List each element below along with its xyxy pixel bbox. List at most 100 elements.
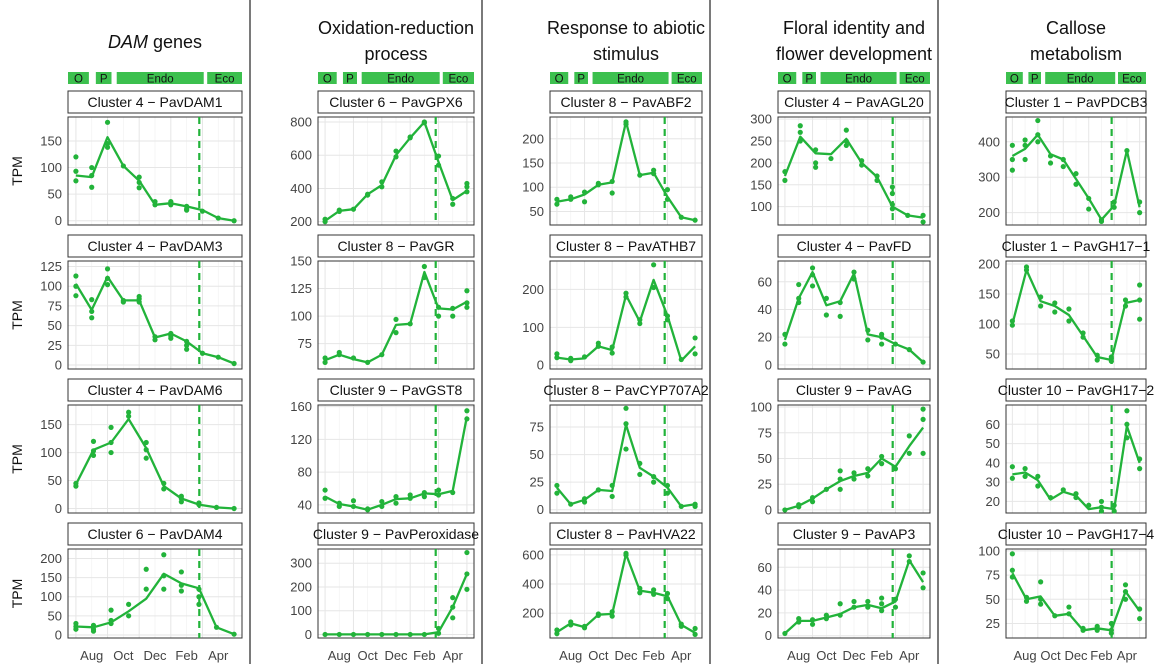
data-point	[678, 623, 684, 629]
data-point	[920, 570, 926, 576]
panel-strip	[1005, 234, 1147, 258]
data-point	[651, 591, 657, 597]
data-point	[609, 613, 615, 619]
data-point	[178, 499, 184, 505]
x-tick-label: Oct	[113, 648, 134, 663]
data-point	[1073, 171, 1079, 177]
phase-segment	[68, 72, 89, 84]
data-point	[595, 487, 601, 493]
panel-label: Cluster 4 − PavDAM6	[88, 382, 223, 398]
y-tick-label: 200	[978, 205, 1000, 220]
panel-border	[67, 548, 243, 639]
phase-segment	[574, 72, 588, 84]
series-line	[784, 426, 925, 512]
data-point	[1035, 483, 1041, 489]
phase-segment	[778, 72, 797, 84]
data-point	[1052, 309, 1058, 315]
data-point	[920, 212, 926, 218]
phase-label: Eco	[677, 74, 697, 86]
panel: Cluster 4 − PavFD 0 20 40 60	[758, 234, 931, 372]
data-point	[1052, 300, 1058, 306]
data-point	[879, 461, 885, 467]
data-point	[920, 416, 926, 422]
data-point	[892, 341, 899, 347]
data-point	[1124, 435, 1130, 441]
data-point	[782, 630, 788, 637]
data-point	[379, 503, 385, 510]
data-point	[678, 503, 684, 509]
data-point	[920, 359, 926, 365]
data-point	[1124, 148, 1130, 154]
data-point	[837, 612, 843, 618]
data-point	[126, 413, 132, 419]
series-line	[74, 417, 235, 510]
data-point	[464, 304, 470, 310]
data-point	[865, 466, 871, 472]
phase-label: Endo	[845, 74, 872, 86]
data-point	[1009, 567, 1015, 573]
panel: Cluster 4 − PavDAM3 0 25 50 75 100 125 TPM	[9, 234, 243, 373]
data-point	[813, 164, 819, 170]
y-tick-label: 60	[758, 274, 772, 289]
data-point	[73, 178, 79, 184]
data-point	[865, 598, 871, 605]
data-point	[1108, 630, 1114, 636]
data-point	[199, 350, 206, 356]
panel-strip	[1005, 522, 1147, 546]
data-point	[651, 587, 657, 593]
phase-bar: O P Endo Eco	[778, 72, 930, 86]
data-point	[365, 507, 371, 513]
data-point	[89, 172, 95, 179]
data-point	[350, 498, 357, 504]
phase-segment	[342, 72, 357, 84]
data-point	[782, 169, 788, 175]
y-tick-label: 50	[986, 347, 1000, 362]
series-line	[324, 270, 468, 364]
data-point	[1080, 334, 1086, 340]
data-point	[651, 284, 657, 291]
grid	[778, 405, 930, 513]
data-point	[104, 266, 111, 272]
data-point	[435, 153, 442, 159]
x-tick-label: Oct	[1040, 648, 1061, 663]
data-point	[623, 121, 629, 127]
data-point	[161, 480, 167, 486]
data-point	[1066, 318, 1072, 324]
data-points	[554, 119, 698, 223]
data-point	[108, 607, 114, 613]
data-point	[851, 470, 857, 476]
phase-segment	[899, 72, 930, 84]
data-point	[1009, 318, 1015, 324]
y-tick-label: 0	[55, 358, 62, 373]
data-point	[796, 299, 802, 306]
x-tick-label: Apr	[899, 648, 920, 663]
data-point	[678, 356, 684, 363]
data-point	[196, 594, 202, 600]
data-point	[464, 408, 470, 414]
y-tick-label: 150	[290, 254, 312, 269]
data-point	[161, 552, 167, 558]
data-point	[1080, 627, 1086, 633]
panel: Cluster 8 − PavABF2 50 100 150 200	[522, 90, 703, 226]
panel-border	[1005, 548, 1147, 639]
panel-border	[549, 404, 703, 514]
panel-label: Cluster 8 − PavCYP707A2	[543, 382, 709, 398]
phase-label: O	[74, 74, 83, 86]
data-point	[464, 586, 470, 592]
data-point	[104, 141, 111, 147]
data-point	[1009, 551, 1015, 557]
y-axis-label: TPM	[9, 300, 25, 330]
data-point	[664, 482, 671, 489]
data-point	[851, 269, 857, 275]
data-point	[393, 500, 399, 506]
data-point	[168, 335, 174, 341]
column-title-line: metabolism	[1030, 44, 1122, 64]
y-tick-label: 25	[48, 338, 62, 353]
panel: Cluster 9 − PavPeroxidase 0 100 200 300 Aug Oc…	[290, 522, 479, 663]
data-point	[1073, 181, 1079, 187]
data-point	[407, 495, 413, 501]
column-title-line: process	[364, 44, 427, 64]
data-point	[450, 604, 456, 610]
data-point	[379, 179, 385, 185]
y-tick-label: 80	[298, 465, 312, 480]
